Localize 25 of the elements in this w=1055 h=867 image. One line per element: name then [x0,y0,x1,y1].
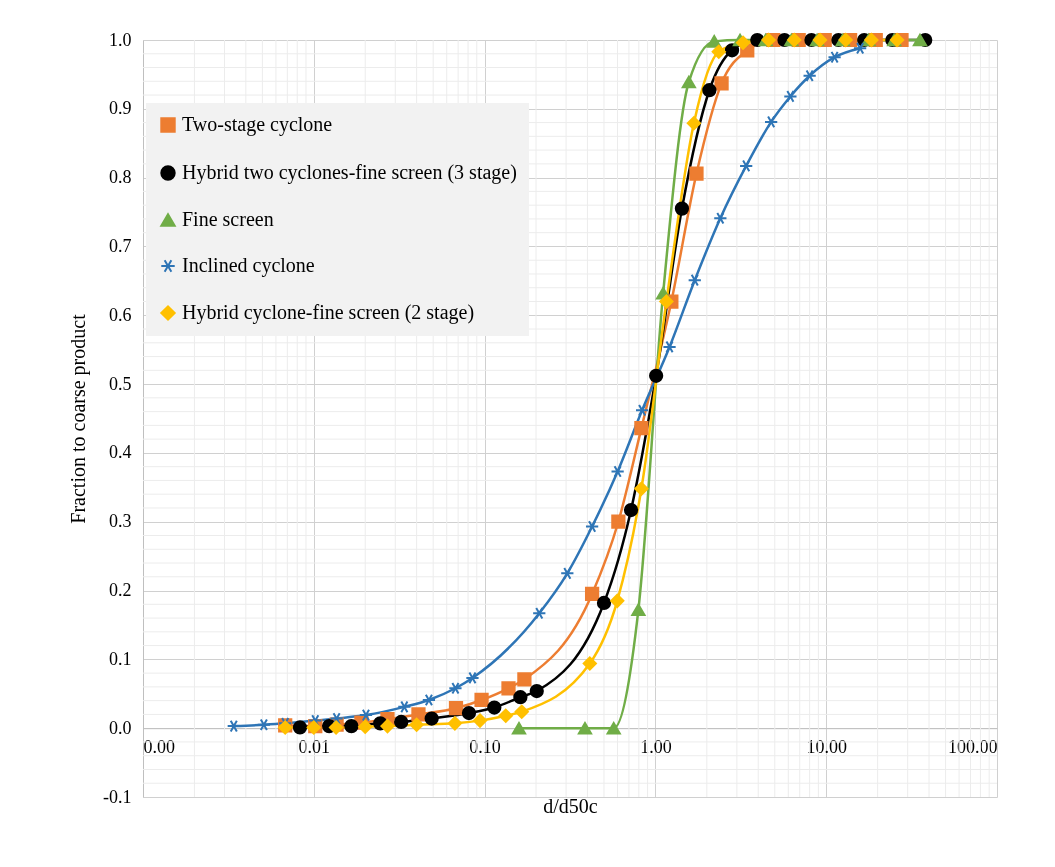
y-tick-label: 0.2 [109,580,132,601]
legend-label: Two-stage cyclone [182,113,333,136]
y-tick-label: -0.1 [103,786,132,807]
x-tick-label: 1.00 [640,736,672,757]
x-tick-label: 10.00 [806,736,847,757]
legend-label: Fine screen [182,208,274,230]
y-tick-label: 0.1 [109,648,132,669]
y-tick-label: 0.7 [109,235,132,256]
x-tick-label: 0.01 [298,736,331,757]
legend-label: Hybrid cyclone-fine screen (2 stage) [182,301,475,324]
y-tick-label: 0.6 [109,304,132,325]
x-tick-label: 0.00 [143,736,175,757]
y-tick-label: 0.8 [109,167,132,188]
y-tick-label: 0.0 [109,717,132,738]
y-tick-label: 1.0 [109,29,132,50]
legend-label: Inclined cyclone [182,254,315,277]
legend-label: Hybrid two cyclones-fine screen (3 stage) [182,161,517,184]
x-axis-title: d/d50c [543,794,598,817]
y-tick-label: 0.3 [109,511,132,532]
y-tick-label: 0.5 [109,373,132,394]
x-tick-label: 100.00 [948,736,998,757]
y-axis-title: Fraction to coarse product [67,313,91,524]
y-tick-label: 0.9 [109,98,132,119]
y-tick-label: 0.4 [109,442,132,463]
x-tick-label: 0.10 [469,736,501,757]
